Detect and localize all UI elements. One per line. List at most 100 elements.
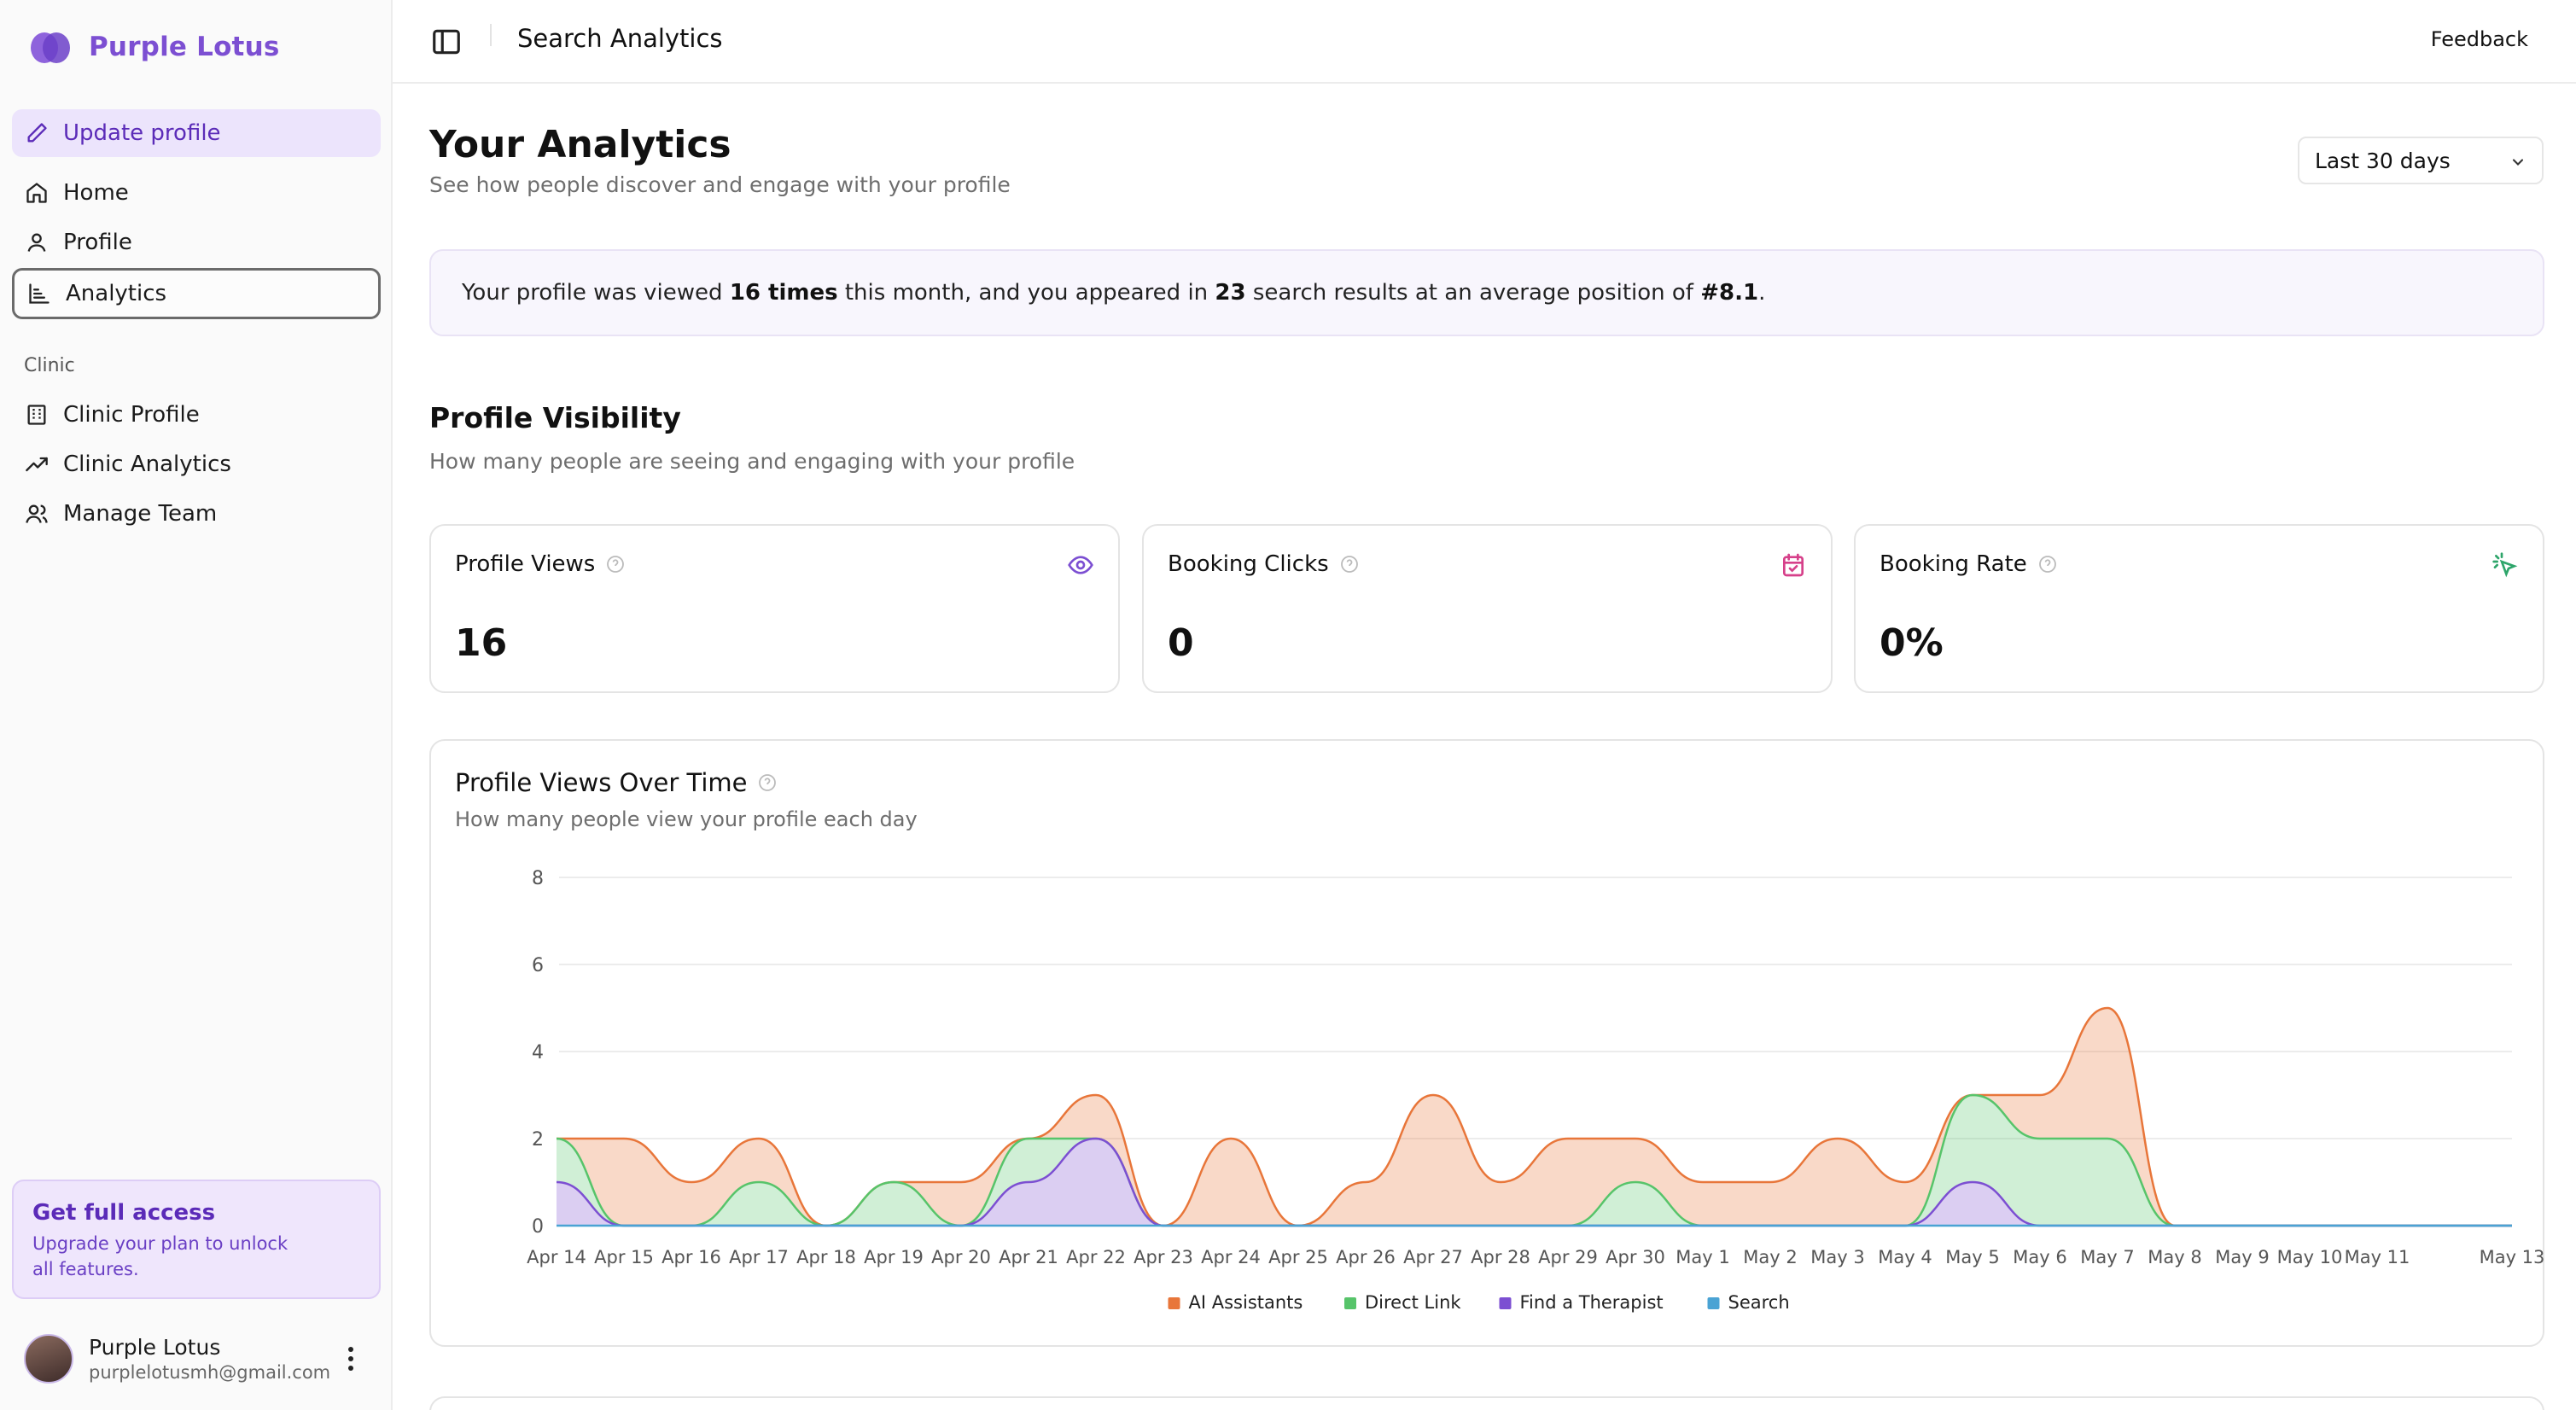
x-tick-label: Apr 15 — [594, 1247, 654, 1267]
sidebar-item-label: Clinic Analytics — [63, 452, 231, 477]
series-area-direct-link — [557, 1095, 2512, 1226]
x-tick-label: Apr 18 — [796, 1247, 856, 1267]
x-tick-label: Apr 29 — [1538, 1247, 1598, 1267]
help-icon[interactable] — [757, 772, 778, 793]
user-icon — [24, 230, 50, 255]
help-icon[interactable] — [1339, 554, 1360, 574]
banner-text-middle: this month, and you appeared in — [837, 280, 1215, 306]
upgrade-card[interactable]: Get full access Upgrade your plan to unl… — [12, 1180, 381, 1299]
chevron-down-icon — [2512, 159, 2524, 166]
user-name: Purple Lotus — [89, 1335, 221, 1360]
legend-label: Direct Link — [1365, 1292, 1461, 1313]
x-tick-label: Apr 28 — [1471, 1247, 1530, 1267]
sidebar-item-label: Profile — [63, 230, 132, 255]
building-icon — [24, 402, 50, 428]
legend-label: AI Assistants — [1189, 1292, 1303, 1313]
sidebar-toggle-icon[interactable] — [430, 26, 463, 58]
help-icon[interactable] — [605, 554, 626, 574]
banner-results: 23 — [1215, 280, 1246, 306]
stat-card-booking-rate: Booking Rate 0% — [1854, 524, 2544, 693]
series-area-find-a-therapist — [557, 1139, 2512, 1226]
user-info: Purple Lotus purplelotusmh@gmail.com — [89, 1335, 330, 1383]
analytics-subheading: See how people discover and engage with … — [429, 172, 1011, 197]
x-tick-label: Apr 19 — [864, 1247, 924, 1267]
x-tick-label: Apr 25 — [1268, 1247, 1328, 1267]
visibility-heading: Profile Visibility — [429, 401, 681, 434]
user-menu[interactable]: Purple Lotus purplelotusmh@gmail.com — [24, 1331, 382, 1386]
legend-swatch — [1168, 1297, 1180, 1309]
x-tick-label: Apr 27 — [1403, 1247, 1463, 1267]
legend-swatch — [1344, 1297, 1356, 1309]
next-section-card — [429, 1396, 2544, 1410]
brand[interactable]: Purple Lotus — [27, 26, 280, 68]
x-tick-label: May 13 — [2480, 1247, 2545, 1267]
divider — [490, 24, 492, 46]
x-tick-label: May 5 — [1945, 1247, 1999, 1267]
sidebar-item-profile[interactable]: Profile — [12, 218, 381, 266]
x-tick-label: May 1 — [1676, 1247, 1729, 1267]
y-tick-label: 8 — [532, 868, 544, 889]
y-tick-label: 0 — [532, 1216, 544, 1238]
x-tick-label: Apr 20 — [931, 1247, 991, 1267]
stat-card-booking-clicks: Booking Clicks 0 — [1142, 524, 1833, 693]
sidebar-item-label: Clinic Profile — [63, 402, 200, 428]
x-tick-label: Apr 30 — [1606, 1247, 1665, 1267]
stat-label: Booking Rate — [1880, 551, 2027, 577]
users-icon — [24, 501, 50, 527]
pencil-icon — [24, 120, 50, 146]
banner-text-suffix: . — [1758, 280, 1766, 306]
legend-swatch — [1707, 1297, 1720, 1309]
legend-swatch — [1499, 1297, 1512, 1309]
stat-value: 16 — [455, 621, 508, 665]
upgrade-title: Get full access — [32, 1200, 216, 1226]
banner-views: 16 times — [729, 280, 838, 306]
chart-title: Profile Views Over Time — [455, 768, 748, 797]
x-tick-label: May 11 — [2345, 1247, 2410, 1267]
y-tick-label: 2 — [532, 1129, 544, 1151]
sidebar-item-label: Manage Team — [63, 501, 218, 527]
date-range-select[interactable]: Last 30 days — [2298, 137, 2544, 184]
sidebar-item-clinic-profile[interactable]: Clinic Profile — [12, 391, 381, 439]
y-tick-label: 6 — [532, 955, 544, 976]
lotus-logo-icon — [31, 32, 70, 63]
series-area-ai-assistants — [557, 1008, 2512, 1226]
sidebar-item-manage-team[interactable]: Manage Team — [12, 490, 381, 538]
home-icon — [24, 180, 50, 206]
page-title: Search Analytics — [517, 24, 723, 53]
sidebar-item-analytics[interactable]: Analytics — [12, 268, 381, 319]
summary-banner: Your profile was viewed 16 times this mo… — [429, 249, 2544, 336]
profile-views-chart: 0 2 4 6 8 Apr 14 Apr 15 Apr 16 Apr 17 Apr 18 Apr 1… — [527, 868, 2545, 1313]
x-tick-label: May 10 — [2277, 1247, 2343, 1267]
feedback-button[interactable]: Feedback — [2430, 27, 2528, 51]
profile-views-chart-card: Profile Views Over Time How many people … — [429, 739, 2544, 1347]
upgrade-text: Upgrade your plan to unlock all features… — [32, 1233, 288, 1279]
date-range-value: Last 30 days — [2315, 148, 2451, 173]
update-profile-button[interactable]: Update profile — [12, 109, 381, 157]
banner-text-prefix: Your profile was viewed — [462, 280, 730, 306]
calendar-check-icon — [1783, 553, 1804, 577]
sidebar-item-label: Analytics — [66, 281, 167, 306]
sidebar: Purple Lotus Update profile Home Profile… — [0, 0, 393, 1410]
avatar — [24, 1334, 73, 1384]
legend-label: Search — [1728, 1292, 1790, 1313]
stat-card-profile-views: Profile Views 16 — [429, 524, 1120, 693]
x-tick-label: Apr 14 — [527, 1247, 586, 1267]
help-icon[interactable] — [2037, 554, 2058, 574]
more-options-icon[interactable] — [338, 1343, 364, 1374]
brand-name: Purple Lotus — [89, 32, 280, 62]
sidebar-item-home[interactable]: Home — [12, 169, 381, 217]
visibility-subheading: How many people are seeing and engaging … — [429, 449, 1075, 474]
x-tick-label: May 6 — [2013, 1247, 2066, 1267]
x-tick-label: May 3 — [1810, 1247, 1864, 1267]
stat-value: 0 — [1168, 621, 1194, 665]
x-tick-label: Apr 21 — [999, 1247, 1058, 1267]
user-email: purplelotusmh@gmail.com — [89, 1362, 331, 1383]
sidebar-item-clinic-analytics[interactable]: Clinic Analytics — [12, 440, 381, 488]
x-tick-label: May 4 — [1878, 1247, 1932, 1267]
sidebar-item-label: Home — [63, 180, 129, 206]
sparkle-pointer-icon — [2492, 552, 2518, 578]
stat-label: Profile Views — [455, 551, 596, 577]
update-profile-label: Update profile — [63, 120, 221, 146]
stat-label: Booking Clicks — [1168, 551, 1329, 577]
y-tick-label: 4 — [532, 1042, 544, 1063]
